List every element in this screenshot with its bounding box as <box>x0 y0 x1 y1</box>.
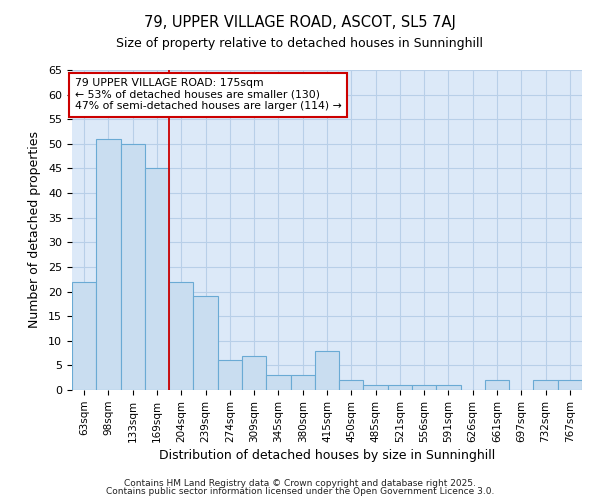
Bar <box>290 375 315 390</box>
Bar <box>364 385 388 390</box>
Y-axis label: Number of detached properties: Number of detached properties <box>28 132 41 328</box>
Bar <box>121 144 145 390</box>
Bar <box>533 380 558 390</box>
Text: 79 UPPER VILLAGE ROAD: 175sqm
← 53% of detached houses are smaller (130)
47% of : 79 UPPER VILLAGE ROAD: 175sqm ← 53% of d… <box>74 78 341 111</box>
Bar <box>72 282 96 390</box>
Bar <box>169 282 193 390</box>
Bar <box>436 385 461 390</box>
Bar <box>315 350 339 390</box>
Bar <box>145 168 169 390</box>
Bar <box>242 356 266 390</box>
Bar <box>96 139 121 390</box>
Text: 79, UPPER VILLAGE ROAD, ASCOT, SL5 7AJ: 79, UPPER VILLAGE ROAD, ASCOT, SL5 7AJ <box>144 15 456 30</box>
Text: Size of property relative to detached houses in Sunninghill: Size of property relative to detached ho… <box>116 38 484 51</box>
Bar <box>485 380 509 390</box>
Bar <box>266 375 290 390</box>
Bar <box>218 360 242 390</box>
Bar <box>339 380 364 390</box>
Bar <box>412 385 436 390</box>
Bar <box>558 380 582 390</box>
Text: Contains HM Land Registry data © Crown copyright and database right 2025.: Contains HM Land Registry data © Crown c… <box>124 478 476 488</box>
X-axis label: Distribution of detached houses by size in Sunninghill: Distribution of detached houses by size … <box>159 449 495 462</box>
Bar <box>388 385 412 390</box>
Bar <box>193 296 218 390</box>
Text: Contains public sector information licensed under the Open Government Licence 3.: Contains public sector information licen… <box>106 488 494 496</box>
